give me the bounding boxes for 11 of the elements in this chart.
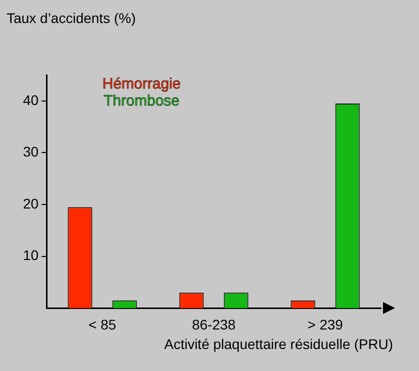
y-axis-title: Taux d’accidents (%) (6, 10, 136, 26)
y-tick-label: 40 (22, 92, 39, 108)
y-tick-label: 10 (22, 247, 39, 264)
x-tick-label: > 239 (308, 316, 344, 332)
x-tick-label: 86-238 (192, 316, 236, 332)
y-tick-label: 20 (22, 195, 39, 212)
x-tick-label: < 85 (88, 316, 116, 332)
x-axis-title: Activité plaquettaire résiduelle (PRU) (164, 336, 393, 352)
y-tick-label: 30 (22, 144, 39, 160)
text: Thrombose (104, 92, 180, 110)
text: Hémorragie (102, 76, 181, 93)
